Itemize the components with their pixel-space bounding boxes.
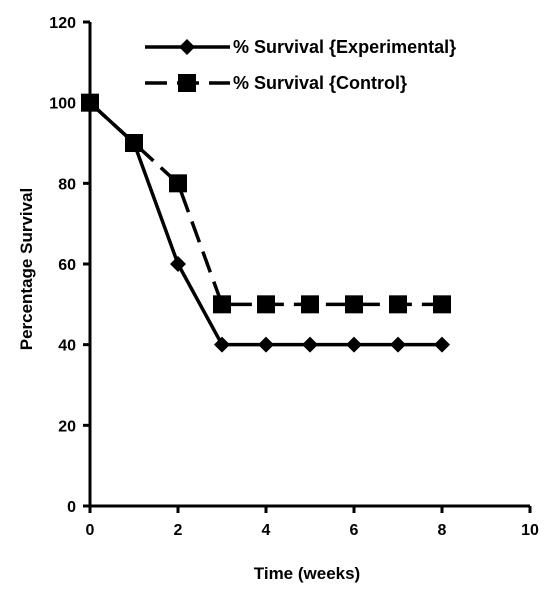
legend-entry: % Survival {Experimental}	[145, 37, 456, 57]
legend-label: % Survival {Experimental}	[233, 37, 456, 57]
data-point	[169, 174, 187, 193]
x-tick-label: 0	[86, 522, 95, 539]
x-tick-label: 4	[262, 522, 271, 539]
y-tick-label: 80	[58, 176, 76, 193]
series-experimental	[82, 94, 450, 353]
x-tick-label: 2	[174, 522, 183, 539]
x-tick-label: 6	[350, 522, 359, 539]
data-point	[125, 134, 143, 152]
y-tick-label: 120	[49, 15, 76, 32]
x-tick-label: 8	[438, 522, 447, 539]
y-axis-label: Percentage Survival	[17, 188, 36, 351]
data-point	[302, 336, 318, 353]
data-point	[346, 336, 362, 353]
legend: % Survival {Experimental} % Survival {Con…	[145, 37, 456, 93]
data-point	[345, 295, 363, 314]
data-point	[170, 256, 186, 272]
data-point	[257, 295, 275, 314]
x-axis-label: Time (weeks)	[254, 564, 360, 583]
data-point	[390, 336, 406, 353]
legend-entry: % Survival {Control}	[145, 73, 407, 93]
y-tick-label: 0	[67, 499, 76, 516]
series-line	[88, 101, 442, 307]
y-tick-label: 60	[58, 257, 76, 274]
axes: 0 20 40 60 80 100 120 0 2 4 6 8 10	[49, 15, 539, 539]
data-point	[213, 295, 231, 314]
data-point	[434, 336, 450, 353]
y-tick-label: 40	[58, 338, 76, 355]
legend-marker	[179, 39, 195, 55]
data-point	[81, 93, 99, 112]
data-point	[389, 295, 407, 314]
data-point	[301, 295, 319, 314]
series-control	[81, 93, 451, 314]
data-point	[258, 336, 274, 353]
data-point	[214, 336, 230, 353]
x-tick-label: 10	[521, 522, 539, 539]
y-tick-label: 20	[58, 418, 76, 435]
series-layer	[81, 93, 451, 353]
data-point	[433, 295, 451, 314]
legend-label: % Survival {Control}	[233, 73, 407, 93]
legend-marker	[178, 74, 196, 92]
y-tick-label: 100	[49, 96, 76, 113]
